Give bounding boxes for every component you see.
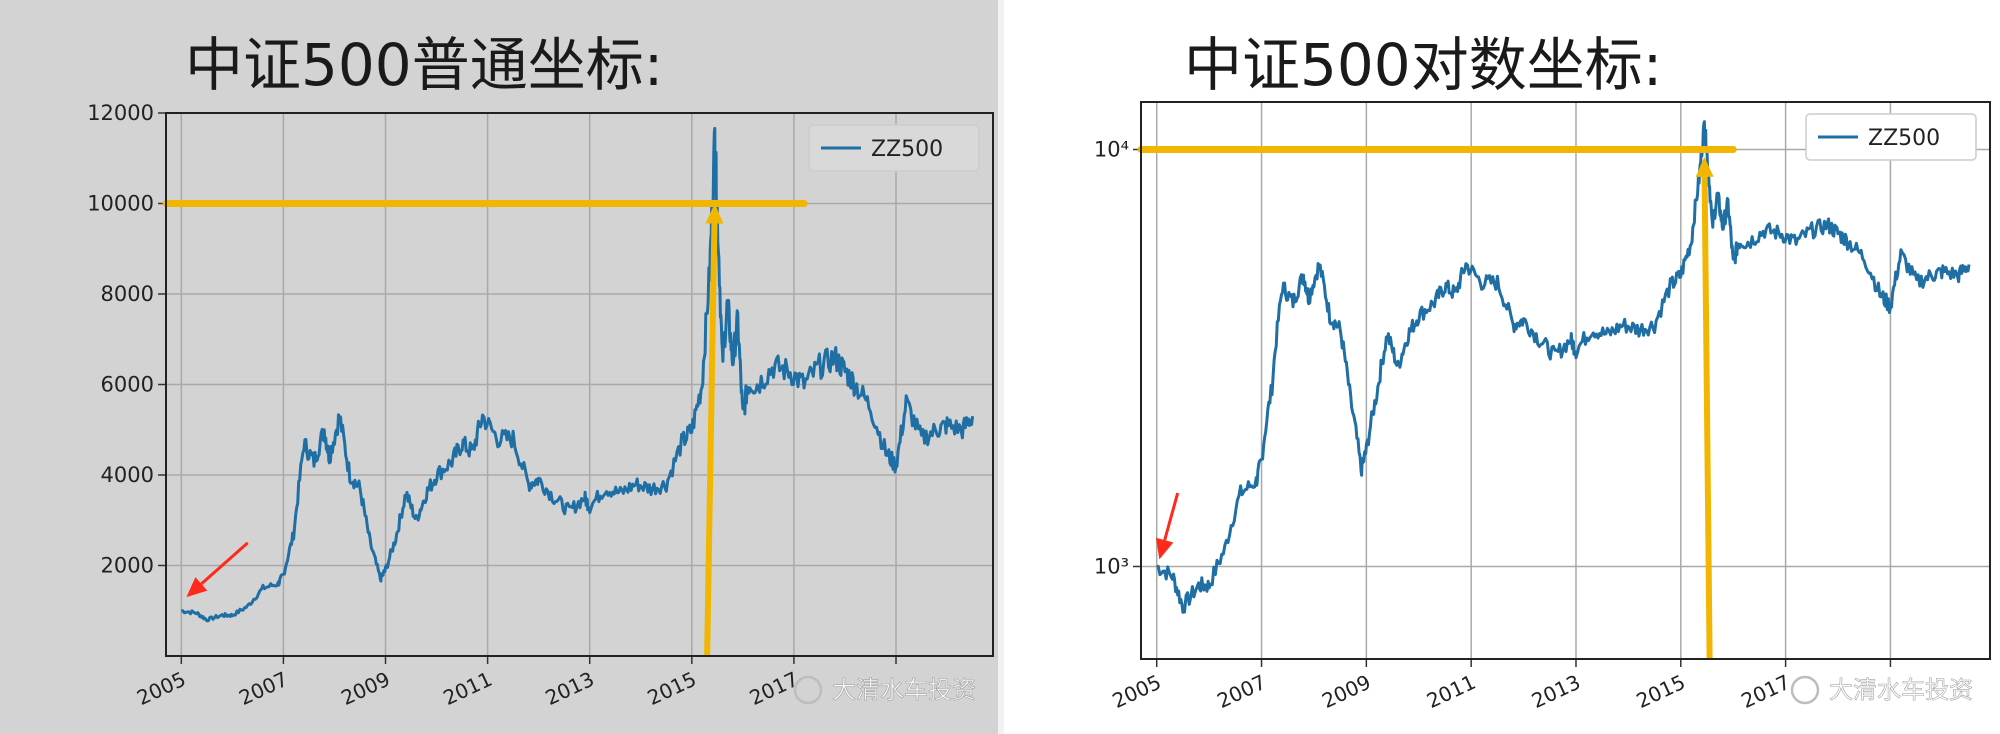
linear-axes-frame — [165, 112, 994, 657]
log-ytick-label-1000: 10³ — [1094, 554, 1129, 578]
linear-watermark: 大清水车投资 — [793, 675, 976, 705]
linear-chart-title: 中证500普通坐标: — [185, 31, 664, 99]
log-legend-label: ZZ500 — [1868, 126, 1940, 151]
log-xtick-label-2015: 2015 — [1633, 670, 1689, 713]
log-annotation-arrow-1 — [1701, 176, 1713, 660]
log-ytick-label-10000: 10⁴ — [1094, 138, 1129, 162]
linear-ytick-label-6000: 6000 — [101, 373, 154, 397]
linear-wechat-icon — [793, 675, 823, 705]
log-wechat-icon — [1790, 675, 1820, 705]
linear-xtick-label-2015: 2015 — [644, 667, 700, 710]
linear-legend: ZZ500 — [808, 124, 980, 172]
log-xtick-label-2017: 2017 — [1737, 670, 1793, 713]
log-plot-area — [1141, 102, 1990, 659]
linear-watermark-text: 大清水车投资 — [832, 676, 976, 704]
log-xtick-label-2013: 2013 — [1528, 670, 1584, 713]
linear-annotation-arrow-2 — [200, 541, 249, 586]
linear-chart: 2005 2007 2009 2011 2013 2015 2017 2000 4000 6000… — [87, 101, 994, 710]
linear-series-line-0 — [181, 126, 975, 623]
log-xtick-label-2011: 2011 — [1423, 670, 1479, 713]
log-chart-panel: 中证500对数坐标: 2005 2007 2009 2011 2013 2015 2017 1… — [1004, 0, 2000, 734]
linear-xtick-label-2009: 2009 — [337, 667, 393, 710]
linear-ytick-label-2000: 2000 — [101, 554, 154, 578]
log-watermark-text: 大清水车投资 — [1829, 676, 1973, 704]
log-xtick-label-2009: 2009 — [1318, 670, 1374, 713]
linear-xtick-label-2005: 2005 — [133, 667, 189, 710]
linear-xtick-label-2013: 2013 — [542, 667, 598, 710]
panel-divider — [998, 0, 1004, 734]
log-annotation-arrow-2 — [1163, 492, 1180, 541]
linear-annotation-arrowhead-2 — [186, 577, 208, 598]
log-annotation-arrowhead-2 — [1155, 537, 1174, 560]
log-legend-box — [1805, 113, 1977, 161]
log-series-line-0 — [1156, 120, 1971, 614]
log-xtick-label-2007: 2007 — [1213, 670, 1269, 713]
linear-legend-box — [808, 124, 980, 172]
log-legend: ZZ500 — [1805, 113, 1977, 161]
linear-ytick-label-4000: 4000 — [101, 463, 154, 487]
log-chart-title: 中证500对数坐标: — [1184, 31, 1663, 99]
linear-annotation-arrow-1 — [704, 223, 718, 657]
linear-xtick-label-2017: 2017 — [746, 667, 802, 710]
linear-ytick-label-8000: 8000 — [101, 282, 154, 306]
linear-legend-label: ZZ500 — [871, 137, 943, 162]
linear-chart-panel: 中证500普通坐标: 2005 2007 2009 2011 2013 2015 2017 2… — [0, 0, 998, 734]
linear-ytick-label-12000: 12000 — [87, 101, 154, 125]
log-axes-frame — [1140, 101, 1991, 660]
linear-annotation-arrowhead-1 — [705, 203, 724, 224]
log-xtick-label-2005: 2005 — [1109, 670, 1165, 713]
log-chart: 2005 2007 2009 2011 2013 2015 2017 10³ 10⁴ ZZ500 大… — [1094, 101, 1991, 713]
linear-xtick-label-2007: 2007 — [235, 667, 291, 710]
log-annotation-arrowhead-1 — [1695, 156, 1714, 177]
log-watermark: 大清水车投资 — [1790, 675, 1973, 705]
linear-ytick-label-10000: 10000 — [87, 192, 154, 216]
linear-xtick-label-2011: 2011 — [439, 667, 495, 710]
